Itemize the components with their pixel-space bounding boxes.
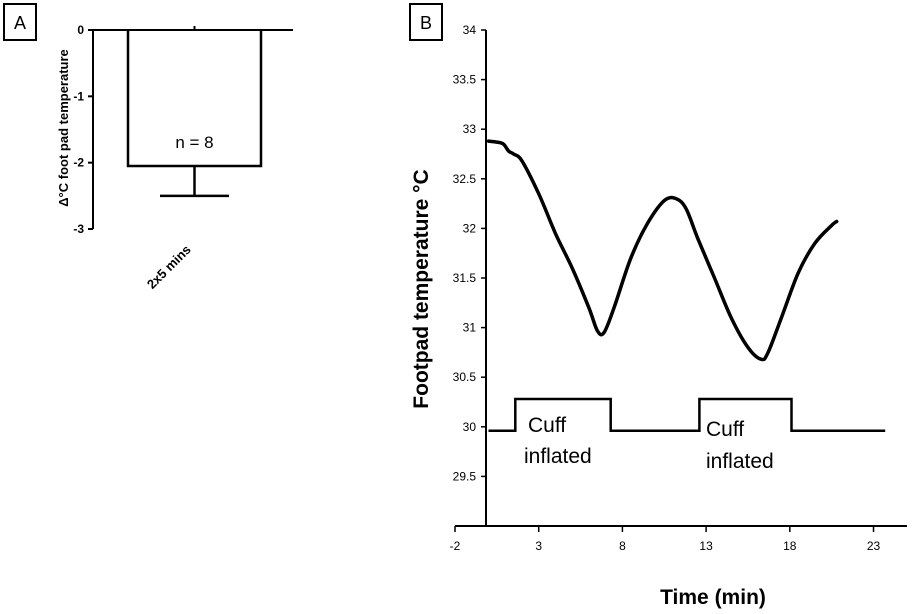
- panel-b-label: B: [420, 13, 432, 33]
- panel-b-y-tick-label: 30: [463, 420, 477, 434]
- panel-b-y-tick-label: 31.5: [453, 271, 477, 285]
- panel-b-y-tick-label: 32.5: [453, 172, 477, 186]
- panel-b-chart: Footpad temperature °C Time (min) Cuff i…: [410, 23, 907, 609]
- panel-b-y-tick-label: 32: [463, 221, 477, 235]
- panel-a-annotation: n = 8: [175, 133, 213, 152]
- cuff-annotation-2-line2: inflated: [706, 450, 774, 473]
- panel-b-x-tick-label: 13: [699, 539, 713, 553]
- panel-a-category-label: 2x5 mins: [144, 242, 194, 292]
- panel-b-y-tick-label: 29.5: [453, 469, 477, 483]
- cuff-annotation-2-line1: Cuff: [706, 418, 744, 441]
- panel-a-label: A: [14, 13, 26, 33]
- panel-b-y-tick-label: 34: [463, 23, 477, 37]
- panel-a-bar: [126, 30, 263, 168]
- panel-a-y-label: Δ°C foot pad temperature: [56, 49, 71, 207]
- panel-b-box: [409, 3, 443, 41]
- panel-a-y-tick-label: -2: [73, 156, 84, 170]
- panel-b-x-tick-label: -2: [450, 539, 461, 553]
- panel-a-y-tick-label: 0: [77, 23, 84, 37]
- panel-a-box: [3, 3, 37, 41]
- panel-a-y-tick-label: -3: [73, 222, 84, 236]
- panel-b-y-tick-label: 31: [463, 321, 477, 335]
- panel-b-y-label: Footpad temperature °C: [410, 169, 433, 408]
- panel-b-y-tick-label: 33.5: [453, 73, 477, 87]
- panel-b-x-tick-label: 8: [619, 539, 626, 553]
- panel-a-chart: Δ°C foot pad temperature 2x5 mins 0 -1 -2 -…: [56, 23, 293, 292]
- cuff-annotation-1-line2: inflated: [524, 445, 592, 468]
- panel-b-x-tick-label: 3: [535, 539, 542, 553]
- panel-b-y-tick-label: 33: [463, 122, 477, 136]
- cuff-line: [488, 397, 886, 433]
- panel-b-y-tick-label: 30.5: [453, 370, 477, 384]
- cuff-annotation-1-line1: Cuff: [528, 414, 566, 437]
- panel-b-x-tick-label: 23: [867, 539, 881, 553]
- panel-b-x-tick-label: 18: [783, 539, 797, 553]
- panel-a-y-tick-label: -1: [73, 89, 84, 103]
- temperature-line: [486, 139, 839, 362]
- panel-b-x-label: Time (min): [660, 586, 766, 609]
